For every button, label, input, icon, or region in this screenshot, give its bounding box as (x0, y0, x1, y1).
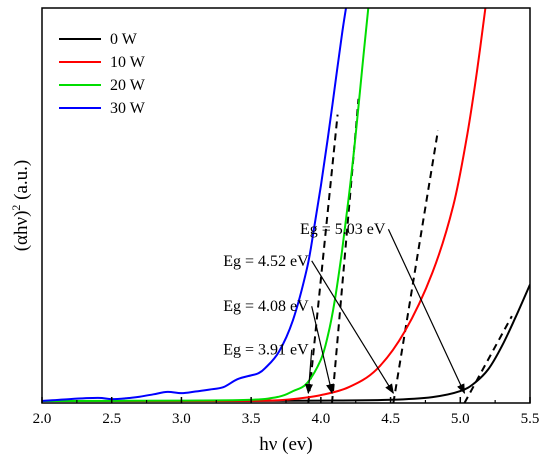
x-tick-label: 5.0 (451, 411, 470, 427)
eg-annotation-arrow-1 (387, 228, 466, 395)
x-tick-label: 4.5 (381, 411, 400, 427)
y-axis-title-main: (αhν) (11, 211, 32, 252)
eg-annotation-arrow-2 (311, 260, 394, 394)
x-tick-label: 4.0 (311, 411, 330, 427)
x-tick-label: 5.5 (521, 411, 540, 427)
tangent-line-1 (463, 315, 513, 403)
x-tick-label: 3.0 (172, 411, 191, 427)
eg-annotation-label-2: Eg = 4.52 eV (223, 253, 309, 270)
x-axis-title: hν (ev) (259, 434, 312, 455)
legend-label-0-w: 0 W (110, 31, 138, 48)
x-tick-label: 2.0 (33, 411, 52, 427)
eg-annotation-label-1: Eg = 5.03 eV (300, 221, 386, 238)
x-tick-label: 2.5 (102, 411, 121, 427)
series-line-20-w (42, 8, 370, 402)
legend-label-20-w: 20 W (110, 77, 146, 94)
x-tick-label: 3.5 (242, 411, 261, 427)
tangent-line-4 (307, 114, 339, 403)
eg-annotation-label-3: Eg = 4.08 eV (223, 298, 309, 315)
y-axis-title-suffix: (a.u.) (11, 160, 32, 205)
legend-label-30-w: 30 W (110, 100, 146, 117)
series-line-30-w (42, 8, 347, 402)
tangent-line-2 (392, 130, 439, 403)
y-axis-title: (αhν)2 (a.u.) (9, 160, 32, 252)
y-axis-title-sup: 2 (9, 205, 23, 211)
legend-label-10-w: 10 W (110, 54, 146, 71)
eg-annotation-arrow-4 (305, 349, 313, 395)
eg-annotation-arrow-3 (311, 306, 334, 395)
eg-annotation-label-4: Eg = 3.91 eV (223, 342, 309, 359)
